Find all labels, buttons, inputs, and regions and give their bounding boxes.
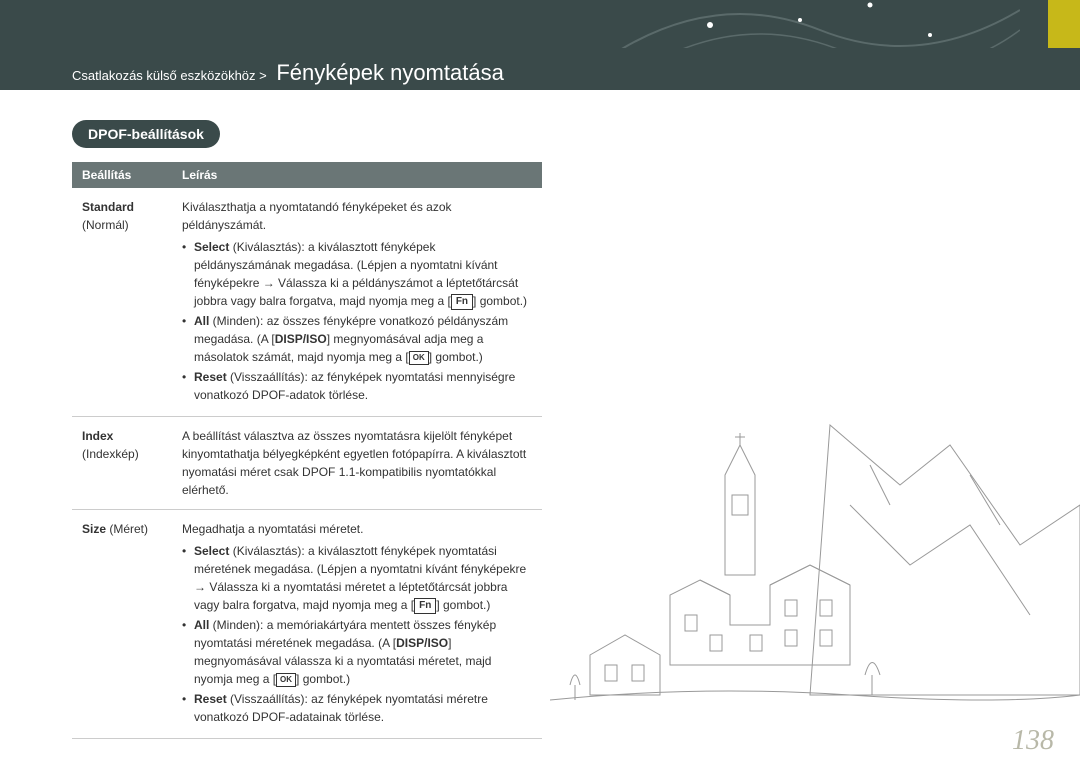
settings-table: Beállítás Leírás Standard(Normál)Kiválas… bbox=[72, 162, 542, 739]
table-header-option: Beállítás bbox=[72, 162, 172, 188]
option-description-cell: Megadhatja a nyomtatási méretet.Select (… bbox=[172, 510, 542, 739]
section-badge: DPOF-beállítások bbox=[72, 120, 220, 148]
breadcrumb: Csatlakozás külső eszközökhöz > Fényképe… bbox=[72, 60, 504, 86]
breadcrumb-prefix: Csatlakozás külső eszközökhöz > bbox=[72, 68, 267, 83]
option-name-cell: Index(Indexkép) bbox=[72, 417, 172, 510]
header-accent-bar bbox=[1048, 0, 1080, 48]
option-name-cell: Standard(Normál) bbox=[72, 188, 172, 417]
table-row: Index(Indexkép)A beállítást választva az… bbox=[72, 417, 542, 510]
page-title: Fényképek nyomtatása bbox=[276, 60, 503, 85]
header-background bbox=[0, 0, 1080, 48]
page-number: 138 bbox=[1012, 725, 1054, 757]
table-header-description: Leírás bbox=[172, 162, 542, 188]
table-row: Size (Méret)Megadhatja a nyomtatási mére… bbox=[72, 510, 542, 739]
option-description-cell: Kiválaszthatja a nyomtatandó fényképeket… bbox=[172, 188, 542, 417]
village-illustration bbox=[550, 365, 1080, 735]
main-content: DPOF-beállítások Beállítás Leírás Standa… bbox=[72, 120, 542, 739]
option-name-cell: Size (Méret) bbox=[72, 510, 172, 739]
header-swirl-decoration bbox=[620, 0, 1020, 48]
option-description-cell: A beállítást választva az összes nyomtat… bbox=[172, 417, 542, 510]
table-row: Standard(Normál)Kiválaszthatja a nyomtat… bbox=[72, 188, 542, 417]
